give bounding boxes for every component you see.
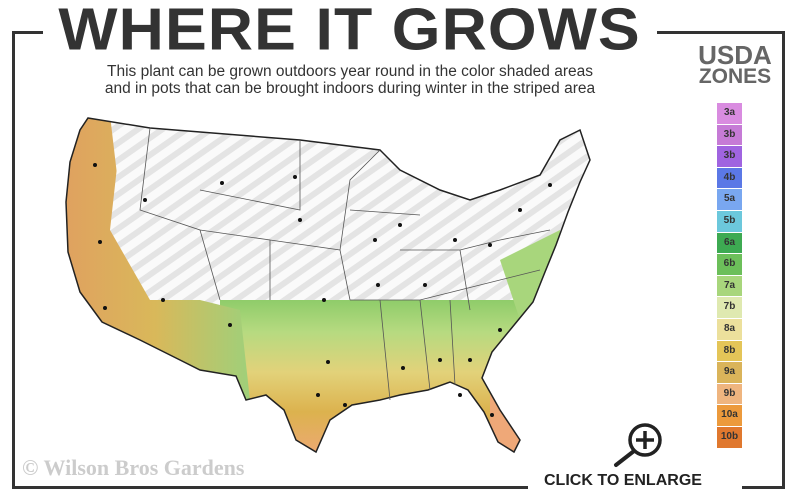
legend-zone-6b: 6b <box>717 254 742 275</box>
legend-zone-3b: 3b <box>717 124 742 146</box>
legend-zone-9a: 9a <box>717 362 742 383</box>
legend-zone-8b: 8b <box>717 340 742 362</box>
frame-line <box>12 31 15 489</box>
subtitle-line: and in pots that can be brought indoors … <box>104 80 596 97</box>
enlarge-label: CLICK TO ENLARGE <box>544 472 702 489</box>
city-dots <box>93 163 552 417</box>
frame-line <box>742 486 785 489</box>
subtitle-line: This plant can be grown outdoors year ro… <box>107 63 593 80</box>
legend-zone-5a: 5a <box>717 189 742 210</box>
legend-zone-3b: 3b <box>717 146 742 167</box>
zone-legend: 3a 3b 3b 4b 5a 5b 6a 6b 7a 7b 8a 8b 9a 9b 10a 10b <box>717 103 742 449</box>
copyright-watermark: © Wilson Bros Gardens <box>22 455 245 480</box>
legend-zone-3a: 3a <box>717 103 742 124</box>
legend-title: USDA ZONES <box>680 40 790 88</box>
click-to-enlarge-button[interactable]: CLICK TO ENLARGE <box>530 420 740 495</box>
zoom-in-magnifier-icon <box>614 423 662 467</box>
page-title: WHERE IT GROWS <box>58 0 642 63</box>
frame-line <box>12 31 43 34</box>
legend-zone-7a: 7a <box>717 275 742 297</box>
legend-zone-5b: 5b <box>717 210 742 232</box>
frame-line <box>12 486 528 489</box>
legend-title-line: ZONES <box>698 65 772 88</box>
legend-zone-10b: 10b <box>717 426 742 448</box>
legend-title-line: USDA <box>698 40 772 70</box>
map-regions <box>66 118 590 452</box>
state-borders <box>139 127 551 401</box>
legend-zone-6a: 6a <box>717 232 742 254</box>
legend-zone-10a: 10a <box>717 405 742 426</box>
legend-zone-4b: 4b <box>717 167 742 189</box>
legend-zone-8a: 8a <box>717 318 742 340</box>
striped-area <box>110 140 200 300</box>
legend-zone-7b: 7b <box>717 297 742 318</box>
subtitle: This plant can be grown outdoors year ro… <box>40 63 660 97</box>
frame-line <box>657 31 785 34</box>
frame-line <box>782 31 785 489</box>
legend-zone-9b: 9b <box>717 383 742 405</box>
